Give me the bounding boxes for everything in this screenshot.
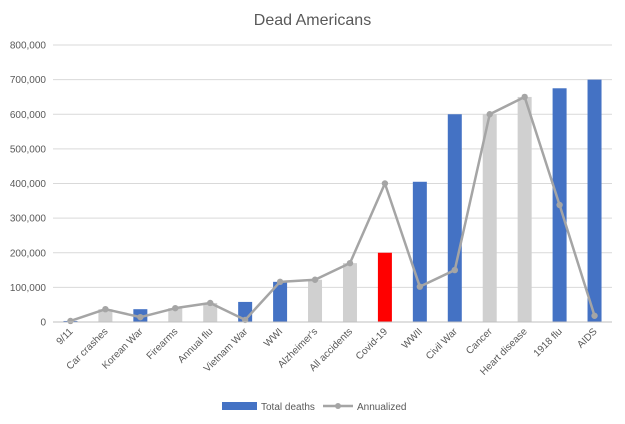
line-point (591, 312, 598, 319)
bar (482, 114, 497, 322)
line-point (137, 313, 144, 321)
x-tick-label: AIDS (575, 326, 600, 351)
bar (412, 181, 427, 322)
y-axis: 0 100,000 200,000 300,000 400,000 500,000 600,… (10, 41, 47, 329)
chart-title: Dead Americans (254, 12, 371, 29)
legend-label-total-deaths: Total deaths (261, 402, 315, 413)
bar (377, 252, 392, 322)
line-series-annualized (67, 93, 598, 325)
x-tick-label: WWII (400, 326, 425, 351)
line-point (102, 305, 109, 313)
bar (587, 79, 602, 322)
bar (273, 281, 288, 322)
legend-marker-annualized (335, 403, 341, 409)
y-tick-label: 600,000 (10, 110, 47, 121)
line-point (486, 111, 493, 118)
x-tick-label: Covid-19 (354, 326, 390, 362)
line-point (521, 93, 528, 101)
bar (342, 263, 357, 322)
line-point (67, 317, 74, 325)
bar (447, 114, 462, 322)
y-tick-label: 700,000 (10, 75, 47, 86)
line-point (207, 299, 214, 307)
line-point (451, 266, 458, 274)
bar (168, 308, 183, 322)
y-tick-label: 100,000 (10, 283, 47, 294)
x-tick-label: 1918 flu (532, 326, 565, 359)
line-point (381, 180, 389, 187)
y-tick-label: 0 (40, 318, 46, 329)
x-tick-label: Civil War (424, 326, 460, 362)
x-tick-label: 9/11 (55, 326, 76, 347)
line-point (172, 304, 179, 312)
line-point (346, 259, 354, 267)
y-tick-label: 800,000 (10, 41, 47, 52)
legend-label-annualized: Annualized (357, 402, 406, 413)
y-tick-label: 400,000 (10, 179, 47, 190)
legend: Total deaths Annualized (222, 402, 406, 413)
series-line (70, 95, 596, 323)
x-tick-label: Firearms (145, 326, 181, 362)
bar (308, 279, 323, 322)
bar (517, 96, 532, 322)
legend-swatch-total-deaths (222, 402, 257, 410)
y-tick-label: 500,000 (10, 144, 47, 155)
y-tick-label: 200,000 (10, 248, 47, 259)
x-tick-label: Cancer (464, 326, 495, 357)
gridlines (53, 44, 612, 288)
bar (203, 302, 218, 322)
line-point (276, 278, 284, 286)
y-tick-label: 300,000 (10, 214, 47, 225)
bar-series-total-deaths (63, 79, 602, 322)
line-point (311, 276, 319, 283)
line-point (416, 283, 424, 290)
x-tick-label: WWI (262, 326, 285, 349)
line-point (556, 201, 563, 209)
bar (98, 309, 113, 322)
